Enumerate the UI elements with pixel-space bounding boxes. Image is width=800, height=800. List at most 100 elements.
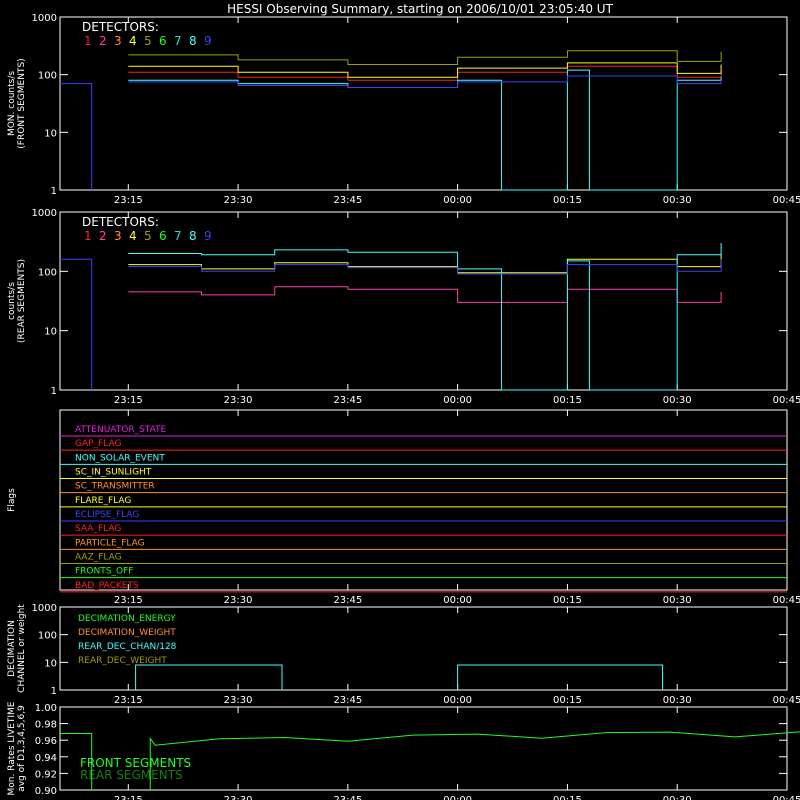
series-line-8 <box>128 69 722 191</box>
legend-item-6: 6 <box>159 34 167 48</box>
y-tick-label: 0.96 <box>35 736 57 747</box>
y-tick-label: 100 <box>38 631 57 642</box>
y-axis-label: CHANNEL or weight <box>17 604 27 693</box>
y-axis-label: Mon. Rates LIVETIME <box>7 701 17 795</box>
x-tick-label: 23:45 <box>333 595 362 606</box>
y-axis-label: MON. counts/s <box>7 71 17 136</box>
flag-label: BAD_PACKETS <box>75 581 139 591</box>
legend-item: DECIMATION_WEIGHT <box>78 628 176 638</box>
x-tick-label: 00:00 <box>443 395 472 406</box>
y-tick-label: 0.90 <box>35 786 57 797</box>
legend-item: REAR_DEC_CHAN/128 <box>78 642 177 652</box>
y-tick-label: 100 <box>38 267 57 278</box>
x-tick-label: 23:15 <box>114 395 143 406</box>
x-tick-label: 23:30 <box>224 195 253 206</box>
y-tick-label: 1 <box>51 186 57 197</box>
y-tick-label: 1 <box>51 686 57 697</box>
x-tick-label: 00:45 <box>773 795 800 800</box>
legend-title: DETECTORS: <box>82 20 159 34</box>
flag-label: FRONTS_OFF <box>75 567 133 577</box>
legend-item-4: 4 <box>129 34 137 48</box>
legend-item-3: 3 <box>114 34 122 48</box>
y-axis-label: Flags <box>7 488 17 512</box>
x-tick-label: 00:00 <box>443 195 472 206</box>
x-tick-label: 23:15 <box>114 795 143 800</box>
x-tick-label: 00:30 <box>663 195 692 206</box>
flag-label: AAZ_FLAG <box>75 553 122 563</box>
series-line-early <box>60 83 93 190</box>
panel-frame-2 <box>59 409 788 591</box>
legend-item-9: 9 <box>204 34 212 48</box>
x-tick-label: 00:30 <box>663 395 692 406</box>
x-tick-label: 00:00 <box>443 595 472 606</box>
x-tick-label: 23:30 <box>224 395 253 406</box>
x-tick-label: 23:30 <box>224 795 253 800</box>
panel-frame-1 <box>59 211 788 391</box>
x-tick-label: 00:00 <box>443 795 472 800</box>
flag-label: FLARE_FLAG <box>75 496 131 506</box>
flag-label: PARTICLE_FLAG <box>75 538 145 548</box>
x-tick-label: 00:15 <box>553 195 582 206</box>
legend-item-2: 2 <box>99 229 107 243</box>
series-line-2 <box>128 286 722 303</box>
x-tick-label: 00:45 <box>773 695 800 706</box>
y-axis-label: DECIMATION <box>7 620 17 677</box>
y-tick-label: 10 <box>44 128 57 139</box>
x-tick-label: 23:30 <box>224 695 253 706</box>
x-tick-label: 23:15 <box>114 695 143 706</box>
x-tick-label: 23:45 <box>333 795 362 800</box>
legend-item-5: 5 <box>144 229 152 243</box>
legend-item: REAR_DEC_WEIGHT <box>78 656 167 666</box>
series-line-early <box>60 258 93 390</box>
series-line-rear-dec <box>135 664 664 690</box>
x-tick-label: 00:15 <box>553 695 582 706</box>
series-line-4 <box>128 253 722 274</box>
y-tick-label: 100 <box>38 71 57 82</box>
y-tick-label: 1.00 <box>35 703 57 714</box>
legend-item-7: 7 <box>174 34 182 48</box>
legend-title: DETECTORS: <box>82 215 159 229</box>
legend-item-3: 3 <box>114 229 122 243</box>
y-axis-label: (REAR SEGMENTS) <box>17 259 27 343</box>
legend-item: FRONT SEGMENTS <box>80 756 191 770</box>
x-tick-label: 00:30 <box>663 695 692 706</box>
x-tick-label: 23:45 <box>333 695 362 706</box>
y-tick-label: 10 <box>44 658 57 669</box>
flag-label: GAP_FLAG <box>75 439 121 449</box>
series-line-1 <box>128 65 722 81</box>
x-tick-label: 00:45 <box>773 195 800 206</box>
y-axis-label: avg of D1,3,4,5,6,9 <box>17 705 27 792</box>
x-tick-label: 00:45 <box>773 395 800 406</box>
legend-item-5: 5 <box>144 34 152 48</box>
y-axis-label: (FRONT SEGMENTS) <box>17 58 27 148</box>
x-tick-label: 23:15 <box>114 595 143 606</box>
series-line-livetime <box>60 731 800 790</box>
legend-item-1: 1 <box>84 34 92 48</box>
y-axis-label: counts/s <box>7 282 17 320</box>
chart-title: HESSI Observing Summary, starting on 200… <box>227 2 613 16</box>
flag-label: SAA_FLAG <box>75 524 121 534</box>
y-tick-label: 10 <box>44 327 57 338</box>
series-line-9 <box>128 75 722 88</box>
legend-item-2: 2 <box>99 34 107 48</box>
series-line-5 <box>128 50 722 65</box>
legend-item-7: 7 <box>174 229 182 243</box>
x-tick-label: 23:30 <box>224 595 253 606</box>
legend-item-1: 1 <box>84 229 92 243</box>
x-tick-label: 23:45 <box>333 395 362 406</box>
x-tick-label: 00:15 <box>553 795 582 800</box>
x-tick-label: 00:45 <box>773 595 800 606</box>
y-tick-label: 1 <box>51 386 57 397</box>
flag-label: SC_IN_SUNLIGHT <box>75 468 152 478</box>
series-line-9 <box>128 259 722 275</box>
flag-label: NON_SOLAR_EVENT <box>75 453 165 463</box>
legend-item-4: 4 <box>129 229 137 243</box>
legend-item-8: 8 <box>189 34 197 48</box>
y-tick-label: 1000 <box>32 208 57 219</box>
flag-label: ATTENUATOR_STATE <box>75 425 167 435</box>
y-tick-label: 1000 <box>32 603 57 614</box>
x-tick-label: 23:45 <box>333 195 362 206</box>
series-line-8 <box>128 243 722 391</box>
x-tick-label: 00:30 <box>663 595 692 606</box>
